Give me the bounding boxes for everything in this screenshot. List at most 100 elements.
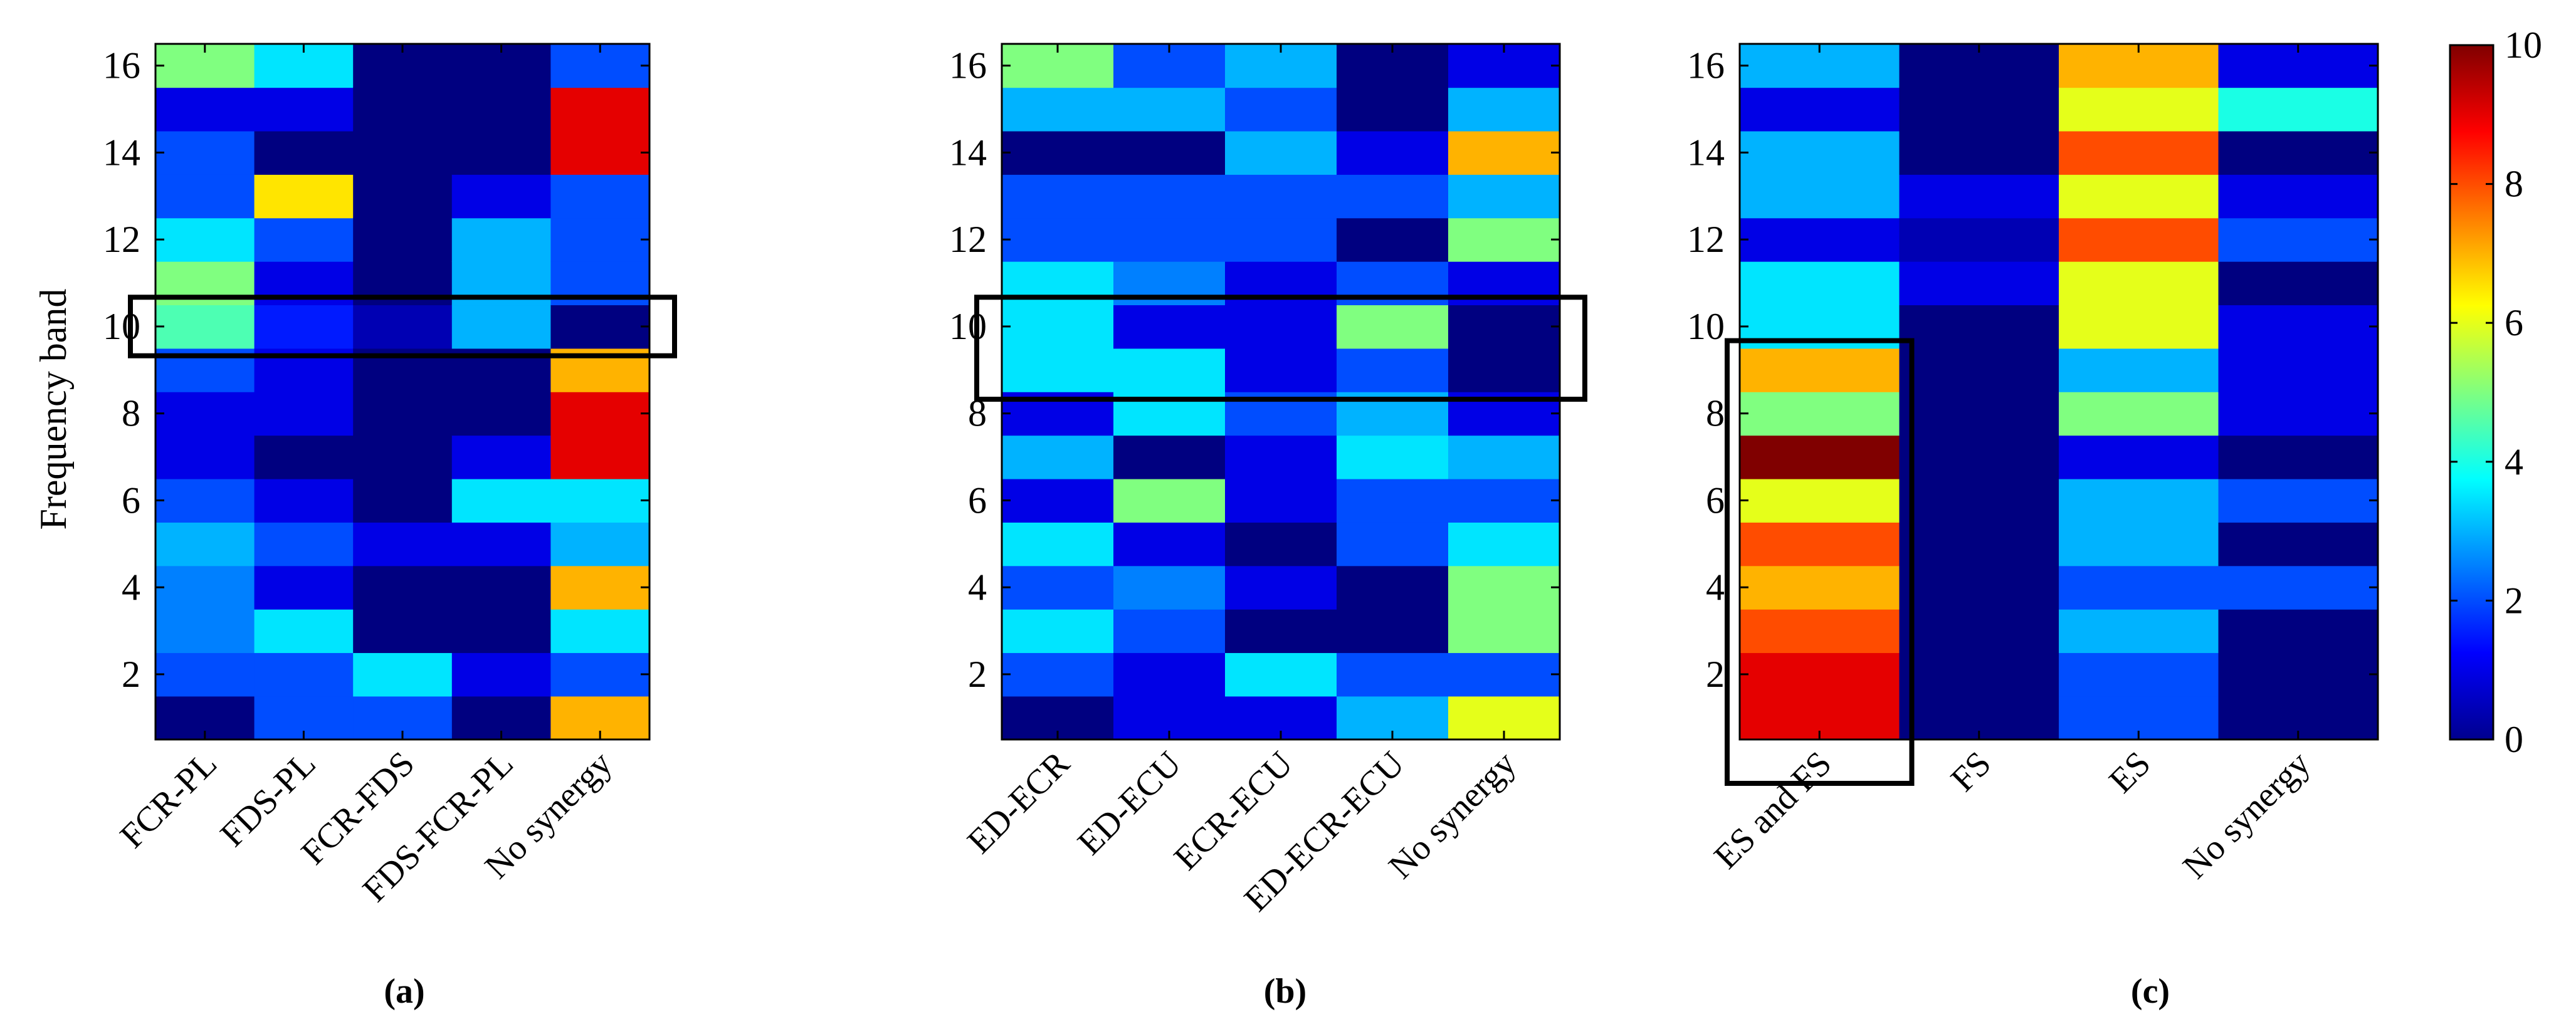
heatmap-cell	[1337, 609, 1449, 654]
heatmap-cell	[1448, 87, 1560, 132]
y-tick-label: 2	[122, 654, 140, 695]
y-tick-label: 14	[1687, 132, 1725, 173]
heatmap-cell	[1002, 87, 1114, 132]
heatmap-cell	[1002, 609, 1114, 654]
heatmap-cell	[353, 435, 453, 479]
heatmap-cell	[451, 130, 552, 175]
heatmap-cell	[1899, 348, 2059, 392]
heatmap-cell	[155, 392, 255, 436]
y-tick-label: 4	[1706, 567, 1725, 608]
heatmap-cell	[1740, 87, 1900, 132]
heatmap-cell	[2059, 174, 2219, 219]
heatmap-cell	[451, 565, 552, 610]
heatmap-cell	[155, 565, 255, 610]
colorbar-tick-label: 0	[2505, 719, 2523, 760]
heatmap-cell	[2218, 305, 2379, 349]
heatmap-cell	[1337, 87, 1449, 132]
heatmap-cell	[2059, 522, 2219, 567]
heatmap-cell	[1113, 652, 1226, 697]
heatmap-cell	[1337, 652, 1449, 697]
heatmap-cell	[1448, 348, 1560, 392]
heatmap-cell	[451, 522, 552, 567]
y-tick-label: 6	[968, 479, 987, 521]
heatmap-cell	[550, 565, 650, 610]
x-tick-label: ES	[2101, 744, 2158, 800]
heatmap-cell	[1448, 435, 1560, 479]
heatmap-cell	[2218, 609, 2379, 654]
heatmap-cell	[1225, 130, 1337, 175]
heatmap-cell	[550, 652, 650, 697]
heatmap-cell	[1002, 435, 1114, 479]
heatmap-cell	[1225, 652, 1337, 697]
heatmap-cell	[1448, 565, 1560, 610]
heatmap-cell	[353, 522, 453, 567]
heatmap-cell	[2059, 609, 2219, 654]
heatmap-cell	[1113, 348, 1226, 392]
heatmap-cell	[254, 174, 354, 219]
heatmap-cell	[2218, 392, 2379, 436]
y-tick-label: 10	[1687, 306, 1725, 347]
x-tick-label: No synergy	[2175, 744, 2318, 886]
heatmap-cell	[353, 217, 453, 262]
heatmap-cell	[550, 392, 650, 436]
highlight-box	[1725, 338, 1915, 786]
heatmap-cell	[254, 130, 354, 175]
heatmap-cell	[1337, 348, 1449, 392]
heatmap-cell	[1740, 609, 1900, 654]
heatmap-cell	[353, 565, 453, 610]
heatmap-cell	[155, 609, 255, 654]
heatmap-cell	[2218, 87, 2379, 132]
heatmap-cell	[155, 478, 255, 523]
heatmap-cell	[1002, 130, 1114, 175]
heatmap-cell	[1225, 348, 1337, 392]
heatmap-cell	[2059, 478, 2219, 523]
heatmap-cell	[1899, 87, 2059, 132]
heatmap-cell	[254, 87, 354, 132]
heatmap-cell	[1740, 261, 1900, 306]
heatmap-cell	[353, 609, 453, 654]
heatmap-cell	[155, 130, 255, 175]
heatmap-cell	[254, 609, 354, 654]
heatmap-cell	[353, 652, 453, 697]
y-tick-label: 14	[103, 132, 140, 173]
heatmap-cell	[1337, 435, 1449, 479]
heatmap-cell	[2218, 435, 2379, 479]
heatmap-cell	[1337, 478, 1449, 523]
heatmap-cell	[550, 217, 650, 262]
heatmap-cell	[254, 392, 354, 436]
heatmap-cell	[451, 217, 552, 262]
heatmap-cell	[2059, 392, 2219, 436]
y-tick-label: 12	[1687, 219, 1725, 260]
highlight-box	[974, 295, 1587, 402]
heatmap-cell	[451, 652, 552, 697]
heatmap-cell	[2218, 478, 2379, 523]
heatmap-cell	[1740, 348, 1900, 392]
heatmap-cell	[353, 305, 453, 349]
heatmap-cell	[2059, 305, 2219, 349]
y-tick-label: 10	[103, 306, 140, 347]
y-tick-label: 8	[122, 393, 140, 434]
heatmap-cell	[1113, 522, 1226, 567]
highlight-box	[128, 295, 677, 358]
heatmap-cell	[2059, 348, 2219, 392]
panel-label-a: (a)	[384, 972, 424, 1011]
heatmap-cell	[254, 305, 354, 349]
heatmap-cell	[353, 87, 453, 132]
heatmap-cell	[1225, 305, 1337, 349]
colorbar-gradient	[2449, 44, 2495, 741]
y-tick-label: 6	[1706, 479, 1725, 521]
axes-frame	[154, 43, 651, 741]
heatmap-cell	[1113, 87, 1226, 132]
heatmap-cell	[155, 217, 255, 262]
heatmap-cell	[2218, 174, 2379, 219]
x-tick-label: FCR-PL	[113, 744, 224, 855]
heatmap-cell	[155, 522, 255, 567]
heatmap-cell	[1225, 174, 1337, 219]
colorbar-tick-label: 4	[2505, 441, 2523, 483]
heatmap-cell	[2059, 87, 2219, 132]
heatmap-cell	[550, 609, 650, 654]
